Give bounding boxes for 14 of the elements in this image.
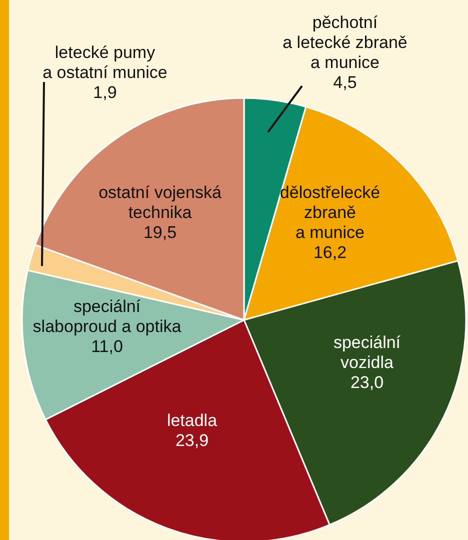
data-label: 11,0	[91, 337, 123, 356]
data-label: 1,9	[93, 83, 117, 102]
data-label: 4,5	[333, 73, 357, 92]
data-label: 23,0	[350, 373, 384, 392]
data-label: 19,5	[143, 223, 177, 242]
slice-label: letecké pumy a ostatní munice	[42, 43, 168, 82]
slice-label: letadla	[166, 411, 218, 430]
slice-label: dělostřelecké zbraně a munice	[280, 183, 380, 242]
data-label: 16,2	[313, 243, 347, 262]
data-label: 23,9	[175, 431, 209, 450]
slice-label: speciální slaboproud a optika	[32, 297, 182, 336]
slice-label: ostatní vojenská technika	[98, 183, 222, 222]
slice-label: speciální vozidla	[333, 333, 401, 372]
slice-label: pěchotní a letecké zbraně a munice	[282, 13, 408, 72]
